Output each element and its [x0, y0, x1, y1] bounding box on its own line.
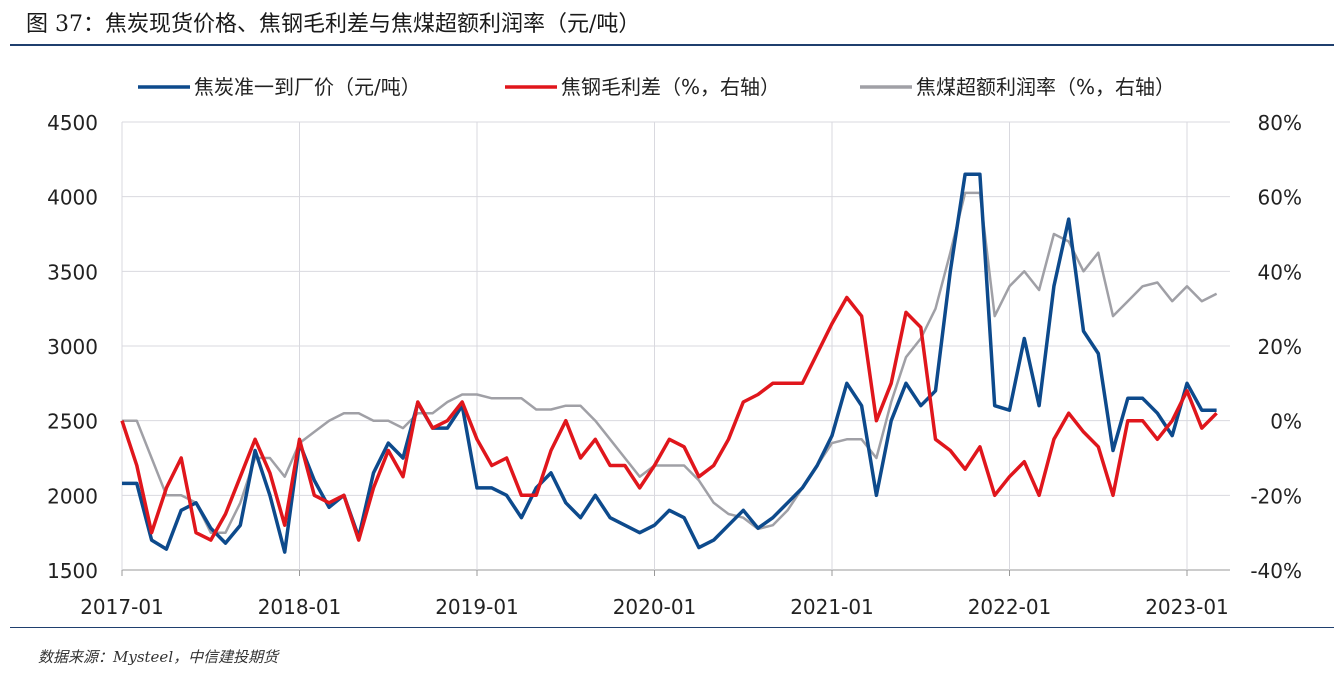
y-left-tick-label: 2500	[47, 410, 98, 434]
x-tick-label: 2021-01	[790, 595, 874, 619]
series-1	[120, 295, 1218, 542]
legend-label: 焦煤超额利润率（%，右轴）	[916, 75, 1175, 99]
y-left-tick-label: 1500	[47, 559, 98, 583]
y-left-tick-label: 4000	[47, 186, 98, 210]
y-right-tick-label: 60%	[1258, 186, 1302, 210]
source-note: 数据来源：Mysteel，中信建投期货	[38, 648, 279, 666]
x-tick-label: 2018-01	[258, 595, 342, 619]
series-2	[121, 191, 1218, 534]
y-right-tick-label: 80%	[1258, 111, 1302, 135]
legend-label: 焦钢毛利差（%，右轴）	[561, 75, 780, 99]
title-divider	[10, 44, 1334, 46]
legend-item: 焦钢毛利差（%，右轴）	[505, 75, 780, 99]
legend-item: 焦煤超额利润率（%，右轴）	[860, 75, 1175, 99]
y-left-tick-label: 2000	[47, 484, 98, 508]
x-tick-label: 2020-01	[613, 595, 697, 619]
y-right-tick-label: 20%	[1258, 335, 1302, 359]
legend-item: 焦炭准一到厂价（元/吨）	[138, 75, 421, 99]
series-line-1	[120, 295, 1218, 542]
chart-title: 图 37：焦炭现货价格、焦钢毛利差与焦煤超额利润率（元/吨）	[26, 12, 641, 37]
y-right-tick-label: -20%	[1250, 484, 1302, 508]
x-tick-label: 2019-01	[435, 595, 519, 619]
x-tick-label: 2017-01	[80, 595, 164, 619]
source-divider	[10, 627, 1334, 628]
y-left-tick-label: 4500	[47, 111, 98, 135]
legend-label: 焦炭准一到厂价（元/吨）	[194, 75, 421, 99]
y-right-tick-label: 0%	[1270, 410, 1302, 434]
y-left-tick-label: 3000	[47, 335, 98, 359]
series-line-2	[122, 191, 1218, 534]
y-right-tick-label: 40%	[1258, 260, 1302, 284]
y-right-tick-label: -40%	[1250, 559, 1302, 583]
y-left-tick-label: 3500	[47, 260, 98, 284]
x-tick-label: 2022-01	[968, 595, 1052, 619]
x-tick-label: 2023-01	[1145, 595, 1229, 619]
